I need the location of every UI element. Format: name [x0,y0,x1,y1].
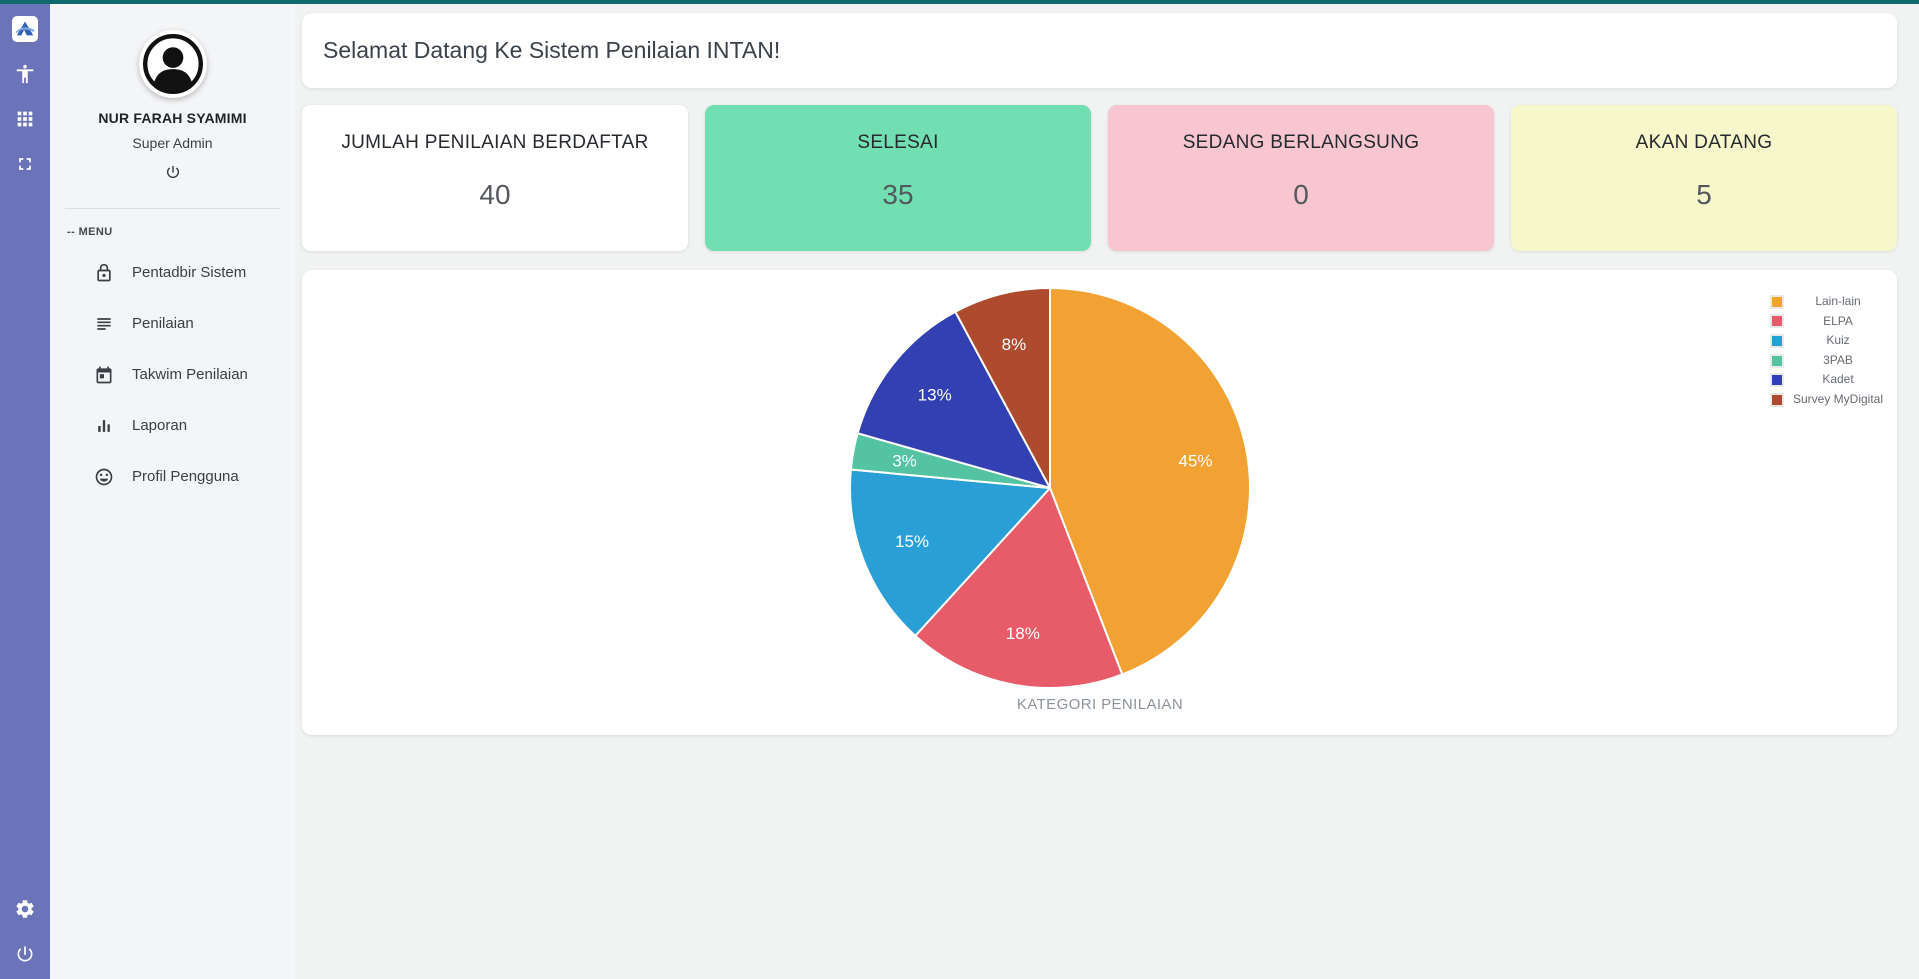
legend-label: Lain-lain [1815,294,1861,308]
legend-item-elpa[interactable]: ELPA [1770,314,1888,330]
stat-card-selesai: SELESAI 35 [705,105,1091,251]
sidebar-item-penilaian[interactable]: Penilaian [50,298,295,349]
pie-slice-kuiz[interactable] [849,468,1051,637]
menu-section-label: -- MENU [67,226,113,238]
legend-item-kuiz[interactable]: Kuiz [1770,333,1888,349]
pie-slice-elpa[interactable] [914,487,1124,689]
welcome-message: Selamat Datang Ke Sistem Penilaian INTAN… [323,37,781,63]
pie-percent-label: 45% [1178,451,1212,470]
chart-legend: Lain-lain ELPA Kuiz 3PAB Kadet Survey MyDigit… [1770,294,1888,412]
pie-percent-label: 8% [1002,335,1027,354]
sidebar-item-label: Profil Pengguna [132,468,239,485]
stat-card-akan-datang: AKAN DATANG 5 [1511,105,1897,251]
legend-item-kadet[interactable]: Kadet [1770,372,1888,388]
kategori-penilaian-chart-card: 45% 18% 15% 3% 13% 8% KATEGORI PENILAIAN Lain… [302,270,1897,735]
kategori-penilaian-pie-chart[interactable]: 45% 18% 15% 3% 13% 8% [840,278,1260,698]
apps-grid-icon[interactable] [12,106,38,132]
smiley-icon [95,468,113,485]
sidebar-menu: Pentadbir Sistem Penilaian Takwim Penila… [50,247,295,502]
accessibility-icon[interactable] [12,61,38,87]
sidebar-item-profil-pengguna[interactable]: Profil Pengguna [50,451,295,502]
sidebar-item-label: Penilaian [132,315,194,332]
pie-percent-label: 15% [895,532,929,551]
sidebar-item-pentadbir-sistem[interactable]: Pentadbir Sistem [50,247,295,298]
calendar-icon [96,366,112,383]
welcome-card: Selamat Datang Ke Sistem Penilaian INTAN… [302,13,1897,88]
stats-row: JUMLAH PENILAIAN BERDAFTAR 40 SELESAI 35… [302,105,1897,251]
legend-label: 3PAB [1823,352,1853,367]
stat-label: AKAN DATANG [1635,132,1773,153]
sidebar: NUR FARAH SYAMIMI Super Admin -- MENU Pe… [50,4,295,979]
legend-item-survey-mydigital[interactable]: Survey MyDigital [1770,392,1888,408]
main-content: Selamat Datang Ke Sistem Penilaian INTAN… [295,4,1919,979]
legend-item-3pab[interactable]: 3PAB [1770,353,1888,369]
fullscreen-icon[interactable] [12,151,38,177]
lock-icon [97,263,111,281]
legend-item-lain-lain[interactable]: Lain-lain [1770,294,1888,310]
legend-swatch [1770,353,1784,368]
avatar [138,30,207,98]
list-icon [97,317,111,330]
stat-value: 5 [1696,179,1712,210]
app-logo-icon[interactable] [12,16,38,42]
stat-value: 0 [1293,179,1309,210]
bar-chart-icon [98,419,110,432]
stat-label: JUMLAH PENILAIAN BERDAFTAR [341,132,649,153]
pie-percent-label: 3% [892,451,917,470]
stat-value: 40 [479,179,511,210]
legend-swatch [1770,333,1784,348]
legend-label: Kuiz [1826,333,1850,348]
icon-rail [0,0,50,979]
legend-label: Survey MyDigital [1792,391,1884,406]
pie-slice-lain-lain[interactable] [1049,287,1251,676]
legend-swatch [1770,294,1784,309]
sidebar-item-label: Takwim Penilaian [132,366,248,383]
sidebar-divider [65,208,280,209]
chart-title: KATEGORI PENILAIAN [1016,696,1184,713]
user-role: Super Admin [132,135,213,151]
stat-label: SEDANG BERLANGSUNG [1182,132,1420,153]
pie-slice-kadet[interactable] [856,310,1051,489]
top-accent-bar [0,0,1919,4]
sidebar-item-label: Laporan [132,417,188,434]
legend-swatch [1770,373,1784,388]
pie-percent-label: 13% [918,386,952,405]
user-name: NUR FARAH SYAMIMI [98,110,247,126]
pie-slice-survey-mydigital[interactable] [954,287,1051,489]
settings-gear-icon[interactable] [12,896,38,922]
stat-label: SELESAI [857,132,939,153]
legend-swatch [1770,314,1784,329]
stat-card-jumlah-berdaftar: JUMLAH PENILAIAN BERDAFTAR 40 [302,105,688,251]
sidebar-item-laporan[interactable]: Laporan [50,400,295,451]
stat-card-sedang-berlangsung: SEDANG BERLANGSUNG 0 [1108,105,1494,251]
logout-power-button[interactable] [163,162,183,182]
legend-label: ELPA [1823,313,1853,328]
sidebar-item-label: Pentadbir Sistem [132,264,247,281]
legend-label: Kadet [1822,372,1854,387]
sidebar-item-takwim-penilaian[interactable]: Takwim Penilaian [50,349,295,400]
stat-value: 35 [882,179,914,210]
rail-power-icon[interactable] [12,941,38,967]
legend-swatch [1770,392,1784,407]
pie-percent-label: 18% [1006,624,1040,643]
